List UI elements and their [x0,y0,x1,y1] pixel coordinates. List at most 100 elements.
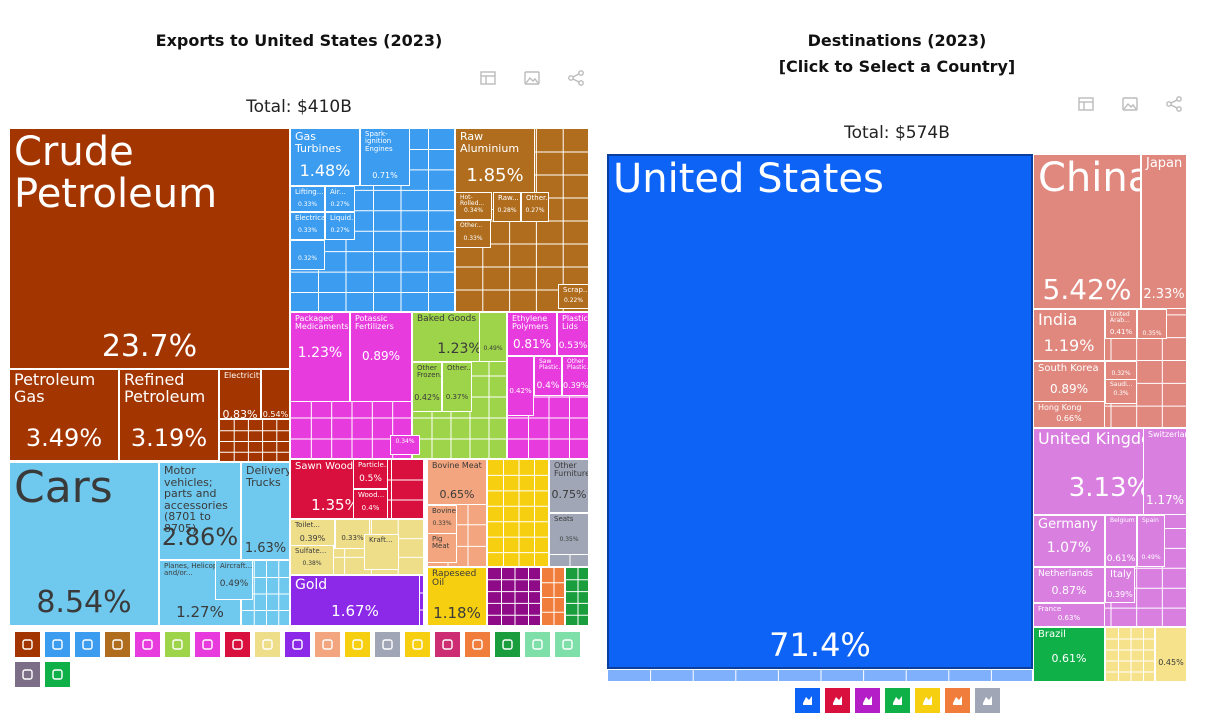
tile-other[interactable]: Other... 0.27% [521,192,549,222]
cow-icon[interactable] [315,632,340,657]
tile-0-32[interactable]: 0.32% [290,240,325,270]
tile-italy[interactable]: Italy 0.39% [1105,567,1135,603]
tile-hot-rolled[interactable]: Hot-Rolled... 0.34% [455,192,492,220]
tile-air[interactable]: Air... 0.27% [325,186,355,212]
image-download-icon[interactable] [522,68,544,90]
oceania-icon[interactable] [945,688,970,713]
tile-plastic-lids[interactable]: Plastic Lids 0.53% [557,312,589,356]
tile-potassic-fertilizers[interactable]: Potassic Fertilizers 0.89% [350,312,412,402]
shoe-icon[interactable] [45,662,70,687]
tile-label: India [1038,310,1078,329]
pick-icon[interactable] [15,632,40,657]
food-icon[interactable] [345,632,370,657]
tile-cars[interactable]: Cars 8.54% [9,462,159,626]
tile-other[interactable]: Other... 0.37% [442,362,472,412]
share-icon[interactable] [1164,94,1186,116]
tile-0-32[interactable]: 0.32% [1105,361,1137,381]
tile-0-34[interactable]: 0.34% [390,435,420,455]
north-america-icon[interactable] [795,688,820,713]
tile-percent: 1.48% [299,161,351,180]
wood-icon[interactable] [225,632,250,657]
table-icon[interactable] [1076,94,1098,116]
tile-belgium[interactable]: Belgium 0.61% [1105,515,1137,567]
tile-aircraft[interactable]: Aircraft... 0.49% [215,560,253,600]
shirt-icon[interactable] [495,632,520,657]
tile-japan[interactable]: Japan 2.33% [1141,154,1187,309]
paper-icon[interactable] [255,632,280,657]
left-total: Total: $410B [246,97,352,117]
tile-toilet[interactable]: Toilet... 0.39% [290,519,335,549]
tile-liquid[interactable]: Liquid... 0.27% [325,212,355,240]
tile-united-states[interactable]: United States 71.4% [607,154,1033,669]
share-icon[interactable] [566,68,588,90]
tile-crude-petroleum[interactable]: Crude Petroleum 23.7% [9,128,290,369]
bottle-icon[interactable] [405,632,430,657]
tile-refined-petroleum[interactable]: Refined Petroleum 3.19% [119,369,219,461]
tile-petroleum-gas[interactable]: Petroleum Gas 3.49% [9,369,119,461]
tile-gold[interactable]: Gold 1.67% [290,575,420,626]
tile-gas-turbines[interactable]: Gas Turbines 1.48% [290,128,360,186]
gem-icon[interactable] [285,632,310,657]
tile-ethylene-polymers[interactable]: Ethylene Polymers 0.81% [507,312,557,356]
tile-0-45[interactable]: 0.45% [1155,627,1187,682]
tile-france[interactable]: France 0.63% [1033,603,1105,627]
tile-saudi[interactable]: Saudi... 0.3% [1105,379,1137,404]
south-america-icon[interactable] [885,688,910,713]
tile-sulfate[interactable]: Sulfate... 0.38% [290,545,334,575]
europe-region-icon[interactable] [855,688,880,713]
tile-spark-ignition-engines[interactable]: Spark-ignition Engines 0.71% [360,128,410,186]
other-region-icon[interactable] [975,688,1000,713]
tile-particle[interactable]: Particle... 0.5% [353,459,388,489]
africa-icon[interactable] [915,688,940,713]
tile-bovine[interactable]: Bovine 0.33% [427,505,457,538]
tile-seats[interactable]: Seats 0.35% [549,513,589,555]
tile-other[interactable]: Other... 0.33% [455,220,491,248]
tile-electrical[interactable]: Electrical... 0.33% [290,212,325,240]
tile-other-frozen[interactable]: Other Frozen... 0.42% [412,362,442,412]
tile-0-54[interactable]: 0.54% [261,369,290,419]
leather-icon[interactable] [555,632,580,657]
plant-icon[interactable] [165,632,190,657]
tile-kraft[interactable]: Kraft... [364,534,399,570]
right-title-line1: Destinations (2023) [807,31,987,50]
gauge-icon[interactable] [435,632,460,657]
tile-netherlands[interactable]: Netherlands 0.87% [1033,567,1105,603]
art-icon[interactable] [15,662,40,687]
tile-germany[interactable]: Germany 1.07% [1033,515,1105,567]
tile-raw[interactable]: Raw... 0.28% [493,192,521,222]
tile-0-35[interactable]: 0.35% [1137,309,1167,339]
tile-hong-kong[interactable]: Hong Kong 0.66% [1033,401,1105,428]
tile-india[interactable]: India 1.19% [1033,309,1105,361]
tile-rapeseed-oil[interactable]: Rapeseed Oil 1.18% [427,567,487,626]
tile-bovine-meat[interactable]: Bovine Meat 0.65% [427,459,487,505]
textile-icon[interactable] [525,632,550,657]
tile-delivery-trucks[interactable]: Delivery Trucks 1.63% [241,462,290,560]
tile-pig-meat[interactable]: Pig Meat [427,533,457,563]
tile-electricity[interactable]: Electricity 0.83% [219,369,261,419]
tile-wood[interactable]: Wood... 0.4% [353,489,388,519]
tile-united-arab[interactable]: United Arab... 0.41% [1105,309,1137,339]
image-download-icon[interactable] [1120,94,1142,116]
tile-0-42[interactable]: 0.42% [507,356,534,416]
gear-icon[interactable] [75,632,100,657]
tile-other-furniture[interactable]: Other Furniture 0.75% [549,459,589,513]
anvil-icon[interactable] [105,632,130,657]
tile-other-plastic[interactable]: Other Plastic... 0.39% [562,356,589,396]
tile-china[interactable]: China 5.42% [1033,154,1141,309]
tile-saw-plastic[interactable]: Saw Plastic... 0.4% [534,356,562,396]
tile-switzerland[interactable]: Switzerland 1.17% [1143,428,1187,515]
recycle-icon[interactable] [195,632,220,657]
tile-spain[interactable]: Spain 0.49% [1137,515,1165,567]
tile-brazil[interactable]: Brazil 0.61% [1033,627,1105,682]
tile-lifting[interactable]: Lifting... 0.33% [290,186,325,212]
tile-motor-vehicles-parts-and-accessories-8701-to-8705[interactable]: Motor vehicles; parts and accessories (8… [159,462,241,560]
table-icon[interactable] [478,68,500,90]
tile-0-49[interactable]: 0.49% [479,312,507,362]
box-icon[interactable] [375,632,400,657]
asia-region-icon[interactable] [825,688,850,713]
road-icon[interactable] [45,632,70,657]
flask-icon[interactable] [135,632,160,657]
tile-scrap[interactable]: Scrap... 0.22% [558,284,589,309]
tile-packaged-medicaments[interactable]: Packaged Medicaments 1.23% [290,312,350,402]
plastic-icon[interactable] [465,632,490,657]
